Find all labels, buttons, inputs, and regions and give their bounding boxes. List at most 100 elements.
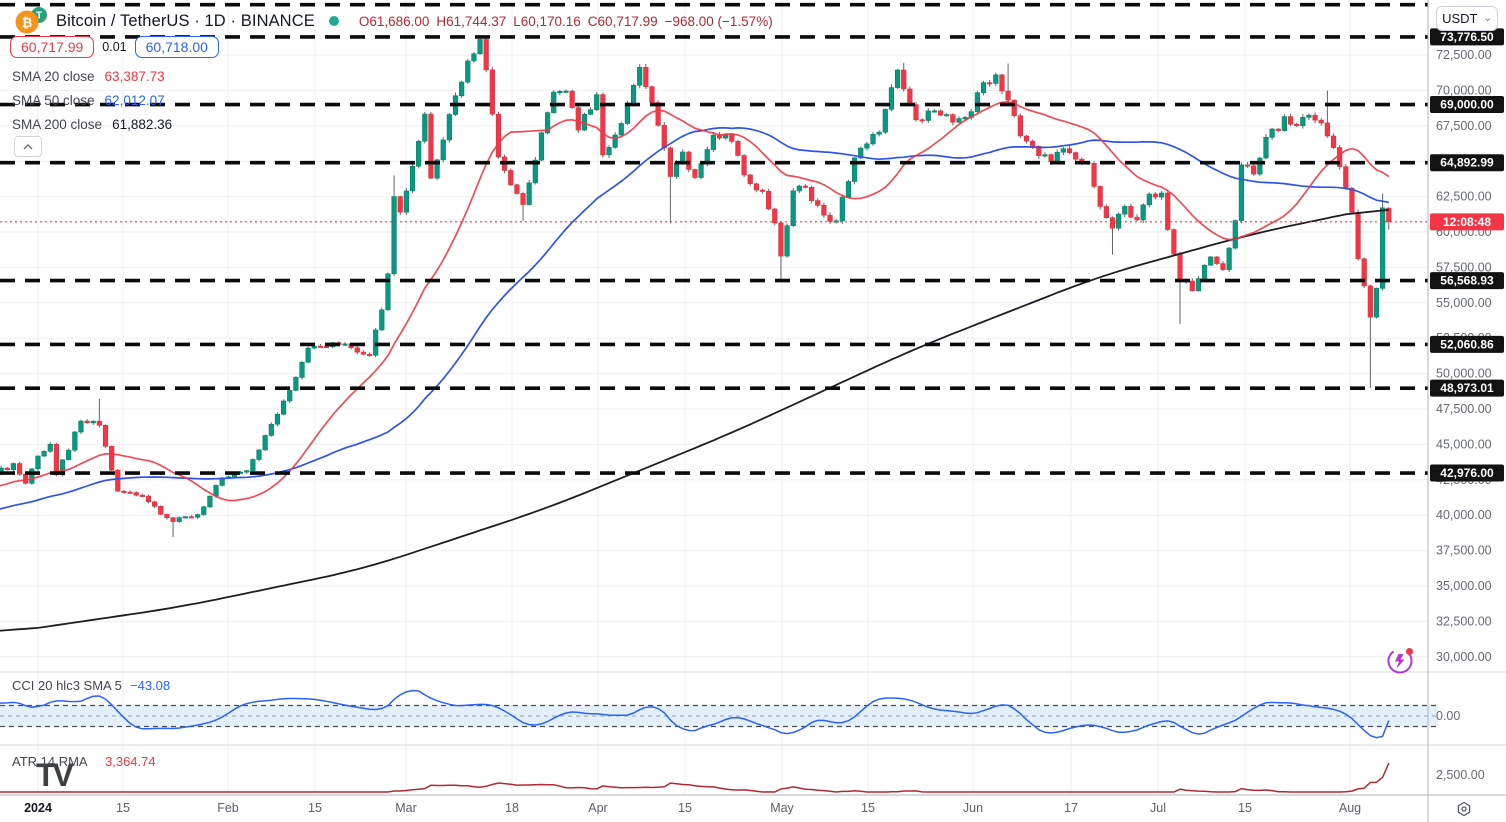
candle-body <box>250 459 256 471</box>
price-tick-label: 45,000.00 <box>1436 437 1492 451</box>
candle-body <box>422 113 428 142</box>
candle-body <box>379 309 385 331</box>
currency-unit-dropdown[interactable]: USDT ⌄ <box>1436 6 1498 31</box>
candle-body <box>1269 128 1275 138</box>
candle-body <box>305 347 311 363</box>
candle-body <box>1201 264 1208 280</box>
symbol-title[interactable]: Bitcoin / TetherUS · 1D · BINANCE <box>56 11 315 30</box>
price-level-badge <box>1430 28 1504 46</box>
legend-sma20[interactable]: SMA 20 close 63,387.73 <box>12 64 172 88</box>
candle-body <box>1232 220 1238 249</box>
candle-body <box>1109 217 1116 229</box>
price-tick-label: 72,500.00 <box>1436 48 1492 62</box>
candle-body <box>1030 140 1036 147</box>
sell-button[interactable]: 60,717.99 <box>10 36 95 58</box>
candle-body <box>1251 165 1257 175</box>
candle-body <box>913 104 919 121</box>
candle-body <box>440 139 446 161</box>
ohlc-open: O61,686.00 <box>358 13 430 29</box>
candle-body <box>974 92 980 112</box>
candle-body <box>262 435 268 451</box>
candle-body <box>152 501 158 507</box>
candle-body <box>1140 204 1146 221</box>
ohlc-change: −968.00 (−1.57%) <box>664 13 773 29</box>
cci-band <box>0 705 1438 727</box>
candle-body <box>643 67 649 87</box>
candle-body <box>612 134 618 148</box>
time-tick-label: Feb <box>217 801 239 815</box>
axis-settings-hexagon-icon[interactable] <box>1457 801 1471 817</box>
bid-ask-row: 60,717.99 0.01 60,718.00 <box>10 36 219 58</box>
candle-body <box>1005 90 1011 101</box>
time-tick-label: Jun <box>963 801 983 815</box>
candle-body <box>1054 151 1060 163</box>
atr-pane-title: ATR 14 RMA <box>12 754 88 769</box>
candle-body <box>557 90 563 93</box>
candle-body <box>90 420 96 424</box>
ohlc-low: L60,170.16 <box>513 13 581 29</box>
legend-sma200[interactable]: SMA 200 close 61,882.36 <box>12 112 172 136</box>
candle-body <box>1343 166 1349 189</box>
candle-body <box>735 141 741 156</box>
candle-body <box>753 183 759 191</box>
candle-body <box>888 87 895 110</box>
candle-body <box>78 420 84 433</box>
candle-body <box>397 196 403 213</box>
candle-body <box>637 67 643 86</box>
candle-body <box>1060 148 1066 153</box>
candle-body <box>1134 216 1140 221</box>
ohlc-high: H61,744.37 <box>436 13 507 29</box>
price-tick-label: 62,500.00 <box>1436 190 1492 204</box>
candle-body <box>618 123 624 136</box>
price-level-badge-label: 73,776.50 <box>1440 30 1494 44</box>
price-tick-label: 37,500.00 <box>1436 544 1492 558</box>
countdown-badge-label: 12:08:48 <box>1443 215 1491 229</box>
price-level-badge-label: 42,976.00 <box>1440 466 1494 480</box>
candle-body <box>569 90 575 108</box>
candle-body <box>207 495 213 508</box>
candle-body <box>1171 229 1177 255</box>
sma200-line <box>0 208 1389 632</box>
candle-body <box>1275 128 1281 131</box>
candle-body <box>1330 135 1337 148</box>
collapse-legend-button[interactable] <box>14 136 42 157</box>
candle-body <box>649 86 655 103</box>
time-tick-label: 18 <box>505 801 519 815</box>
candle-body <box>937 110 944 116</box>
candle-body <box>1349 187 1355 213</box>
candle-body <box>323 346 330 349</box>
candle-body <box>201 506 207 515</box>
candle-body <box>195 514 201 518</box>
time-tick-label: Apr <box>588 801 607 815</box>
price-level-badge-label: 48,973.01 <box>1440 381 1494 395</box>
candle-body <box>96 420 102 426</box>
buy-button[interactable]: 60,718.00 <box>134 36 219 58</box>
candle-body <box>4 467 10 470</box>
candle-body <box>495 113 502 158</box>
cci-line <box>0 689 1390 739</box>
candle-body <box>1023 135 1030 142</box>
candle-body <box>514 184 520 194</box>
sma200-label: SMA 200 close <box>12 116 103 132</box>
lightning-bolt <box>1395 654 1405 669</box>
quick-trade-lightning-icon[interactable] <box>1384 645 1416 677</box>
price-tick-label: 50,000.00 <box>1436 367 1492 381</box>
candle-body <box>858 147 864 159</box>
candle-body <box>993 74 999 84</box>
candle-body <box>109 446 115 471</box>
candle-body <box>16 463 23 475</box>
candle-body <box>575 107 581 131</box>
candle-body <box>759 189 766 192</box>
chevron-down-icon: ⌄ <box>1483 12 1492 24</box>
candle-body <box>10 463 17 470</box>
candle-body <box>256 449 262 460</box>
price-tick-label: 32,500.00 <box>1436 614 1492 628</box>
candle-body <box>1238 164 1245 221</box>
price-level-badge-label: 52,060.86 <box>1440 337 1494 351</box>
legend-sma50[interactable]: SMA 50 close 62,012.07 <box>12 88 172 112</box>
notification-dot <box>1406 648 1413 655</box>
candle-body <box>471 53 477 62</box>
price-tick-label: 30,000.00 <box>1436 650 1492 664</box>
candle-body <box>293 377 299 391</box>
